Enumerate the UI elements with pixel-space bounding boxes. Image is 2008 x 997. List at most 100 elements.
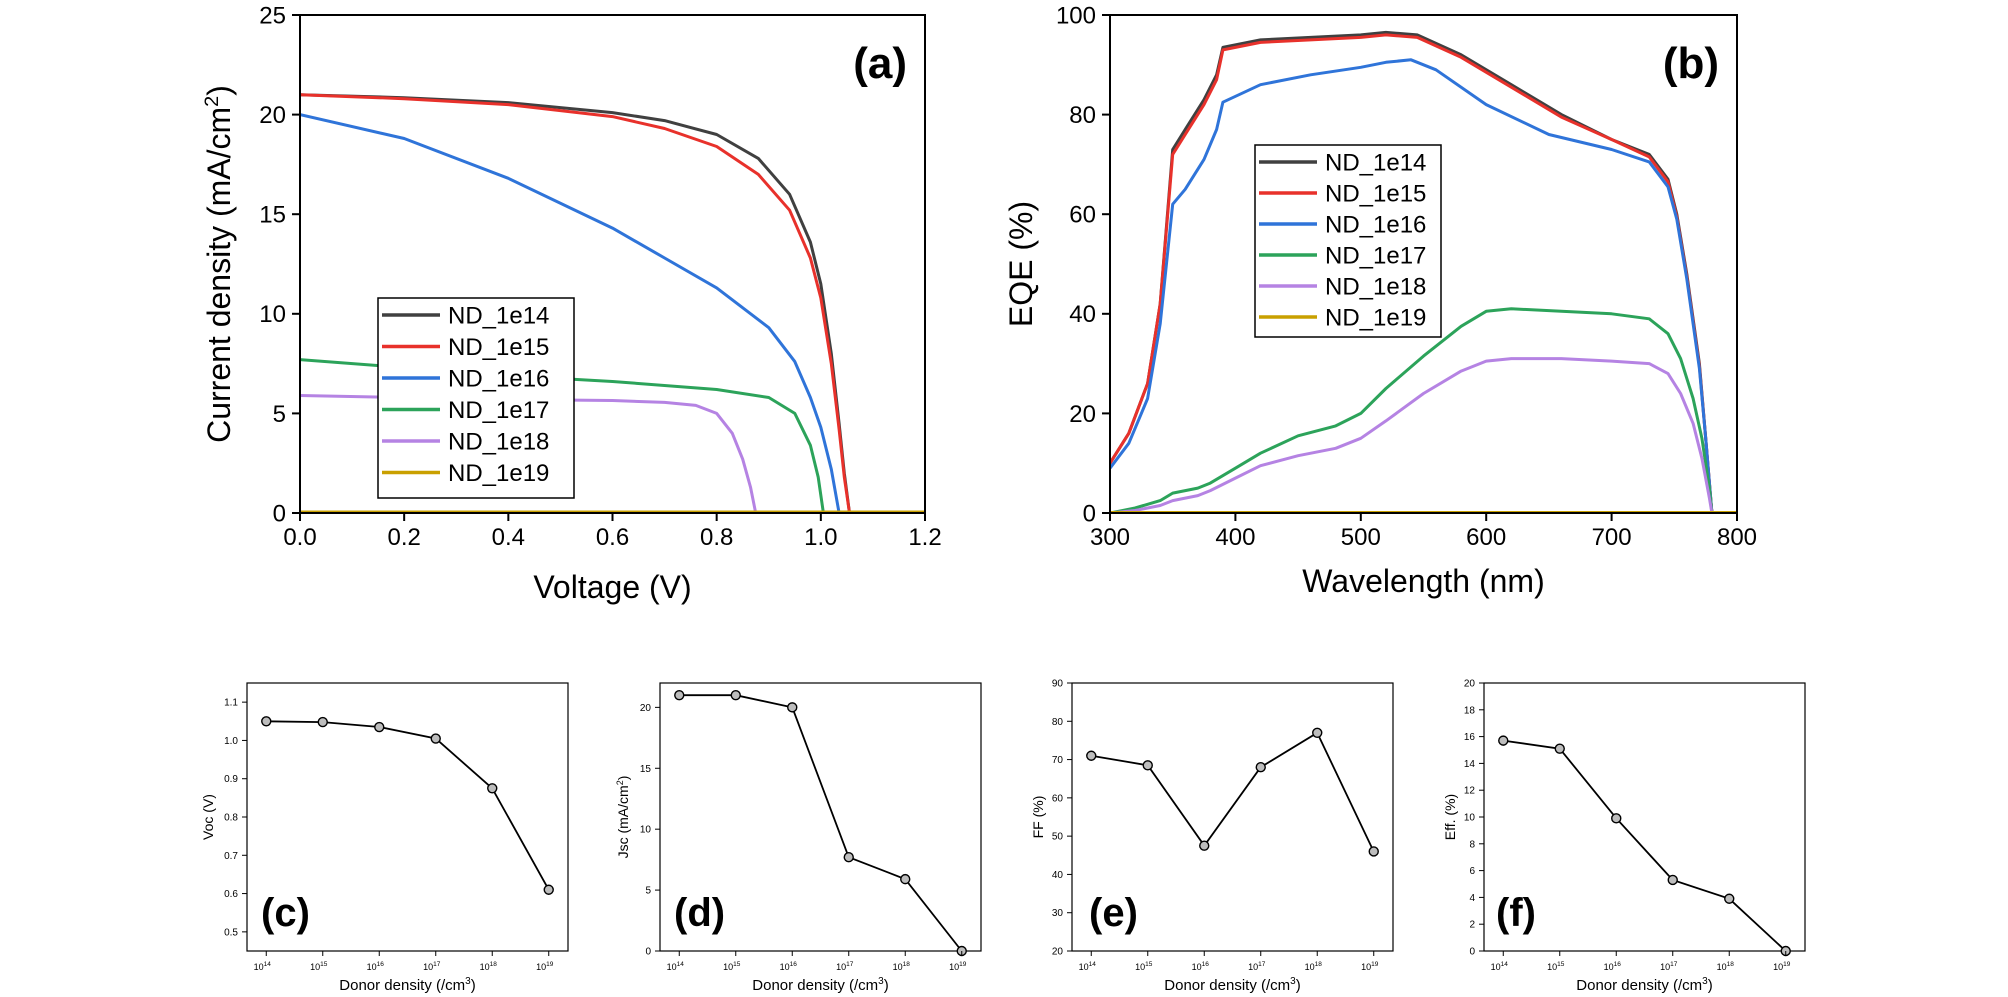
y-tick-label: 30 bbox=[1052, 908, 1064, 919]
x-tick-label: 1014 bbox=[667, 961, 685, 972]
x-tick-base: 10 bbox=[310, 962, 320, 972]
data-point bbox=[1255, 762, 1266, 773]
x-tick-base: 10 bbox=[536, 962, 546, 972]
y-tick-label: 50 bbox=[1052, 832, 1064, 843]
data-point bbox=[1368, 846, 1379, 857]
x-tick-label: 1018 bbox=[480, 961, 498, 972]
x-tick-base: 10 bbox=[780, 962, 790, 972]
x-tick-label: 1019 bbox=[536, 961, 554, 972]
data-point bbox=[1199, 840, 1210, 851]
y-tick-label: 1.0 bbox=[224, 736, 238, 747]
y-tick-label: 20 bbox=[259, 102, 286, 129]
x-tick-label: 1.2 bbox=[908, 524, 941, 551]
data-point bbox=[261, 716, 272, 727]
x-tick-label: 300 bbox=[1090, 524, 1130, 551]
x-tick-base: 10 bbox=[1660, 962, 1670, 972]
data-point bbox=[1554, 743, 1565, 754]
x-tick-label: 1014 bbox=[254, 961, 272, 972]
x-axis-label-superscript: 3 bbox=[465, 976, 471, 987]
x-tick-exponent: 14 bbox=[264, 961, 272, 968]
x-tick-label: 1017 bbox=[1248, 961, 1266, 972]
y-axis-label-tail: ) bbox=[615, 776, 631, 781]
y-axis-label-superscript: 2 bbox=[201, 96, 223, 107]
legend-box bbox=[1254, 144, 1442, 338]
x-axis-label: Wavelength (nm) bbox=[1302, 563, 1544, 599]
data-point bbox=[543, 884, 554, 895]
series-line bbox=[679, 694, 963, 952]
legend-entry-nd_1e14: ND_1e14 bbox=[448, 303, 549, 330]
y-tick-label: 15 bbox=[259, 202, 286, 229]
x-tick-exponent: 17 bbox=[846, 961, 854, 968]
x-axis-label-superscript: 3 bbox=[1702, 976, 1708, 987]
x-tick-base: 10 bbox=[1604, 962, 1614, 972]
x-tick-base: 10 bbox=[1491, 962, 1501, 972]
x-tick-label: 1015 bbox=[1547, 961, 1565, 972]
x-tick-exponent: 18 bbox=[1727, 961, 1735, 968]
x-tick-base: 10 bbox=[949, 962, 959, 972]
panel-label: (e) bbox=[1089, 891, 1138, 935]
y-tick-label: 20 bbox=[1052, 947, 1064, 958]
chart-panel-b: 300 400 500 600 700 800 0 20 40 60 80 100 Wavelength… bbox=[1003, 2, 1757, 599]
x-tick-exponent: 15 bbox=[733, 961, 741, 968]
y-axis-label-text: Eff. (%) bbox=[1442, 794, 1458, 840]
y-tick-label: 16 bbox=[1464, 732, 1476, 743]
y-axis-label-text: FF (%) bbox=[1030, 796, 1046, 839]
x-tick-label: 1019 bbox=[1361, 961, 1379, 972]
data-point bbox=[1312, 727, 1323, 738]
data-point bbox=[430, 733, 441, 744]
legend-entry-nd_1e18: ND_1e18 bbox=[448, 429, 549, 456]
x-axis-label-tail: ) bbox=[1296, 977, 1301, 994]
panel-label: (c) bbox=[261, 891, 310, 935]
legend-entry-nd_1e19: ND_1e19 bbox=[1325, 305, 1426, 332]
y-tick-label: 0.5 bbox=[224, 927, 238, 938]
legend-entry-nd_1e18: ND_1e18 bbox=[1325, 274, 1426, 301]
y-tick-label: 0.7 bbox=[224, 851, 238, 862]
x-axis-label-superscript: 3 bbox=[878, 976, 884, 987]
data-point bbox=[1086, 750, 1097, 761]
chart-panel-c: 1014 1015 1016 1017 1018 10190.50.60.70.80.91… bbox=[200, 682, 569, 994]
x-axis-label: Voltage (V) bbox=[533, 569, 691, 605]
plot-frame bbox=[1109, 14, 1738, 514]
y-tick-label: 80 bbox=[1069, 102, 1096, 129]
x-tick-label: 1019 bbox=[949, 961, 967, 972]
x-tick-base: 10 bbox=[367, 962, 377, 972]
x-axis-label-tail: ) bbox=[471, 977, 476, 994]
panel-label: (f) bbox=[1496, 891, 1536, 935]
legend-entry-nd_1e15: ND_1e15 bbox=[448, 334, 549, 361]
y-axis-label-text: Jsc (mA/cm bbox=[615, 785, 631, 858]
series-line bbox=[1091, 731, 1375, 852]
legend-entry-nd_1e17: ND_1e17 bbox=[448, 397, 549, 424]
data-point bbox=[843, 852, 854, 863]
y-tick-label: 0 bbox=[645, 947, 651, 958]
x-tick-label: 0.4 bbox=[492, 524, 525, 551]
data-point bbox=[674, 689, 685, 701]
y-tick-label: 1.1 bbox=[224, 698, 238, 709]
x-tick-label: 1017 bbox=[423, 961, 441, 972]
x-axis-label-superscript: 3 bbox=[1290, 976, 1296, 987]
y-tick-label: 10 bbox=[640, 825, 652, 836]
x-tick-label: 1018 bbox=[893, 961, 911, 972]
x-tick-base: 10 bbox=[1717, 962, 1727, 972]
x-tick-exponent: 18 bbox=[903, 961, 911, 968]
y-tick-label: 25 bbox=[259, 2, 286, 29]
y-tick-label: 40 bbox=[1052, 870, 1064, 881]
y-tick-label: 80 bbox=[1052, 717, 1064, 728]
x-tick-label: 1018 bbox=[1305, 961, 1323, 972]
x-tick-label: 1014 bbox=[1079, 961, 1097, 972]
x-tick-exponent: 18 bbox=[490, 961, 498, 968]
x-axis-label: Donor density (/cm3) bbox=[339, 976, 475, 994]
y-tick-label: 40 bbox=[1069, 301, 1096, 328]
series-line-nd_1e15 bbox=[300, 93, 851, 513]
x-tick-label: 0.6 bbox=[596, 524, 629, 551]
x-tick-label: 1019 bbox=[1773, 961, 1791, 972]
x-tick-base: 10 bbox=[1773, 962, 1783, 972]
chart-panel-a: 0.0 0.2 0.4 0.6 0.8 1.0 1.2 0 5 10 15 20 25 Voltage (… bbox=[201, 2, 942, 605]
y-tick-label: 4 bbox=[1469, 893, 1475, 904]
x-tick-exponent: 17 bbox=[1670, 961, 1678, 968]
legend-box bbox=[377, 297, 575, 499]
data-point bbox=[1611, 813, 1622, 824]
data-point bbox=[1724, 893, 1735, 904]
x-tick-exponent: 18 bbox=[1315, 961, 1323, 968]
y-tick-label: 6 bbox=[1469, 866, 1475, 877]
x-tick-label: 1014 bbox=[1491, 961, 1509, 972]
